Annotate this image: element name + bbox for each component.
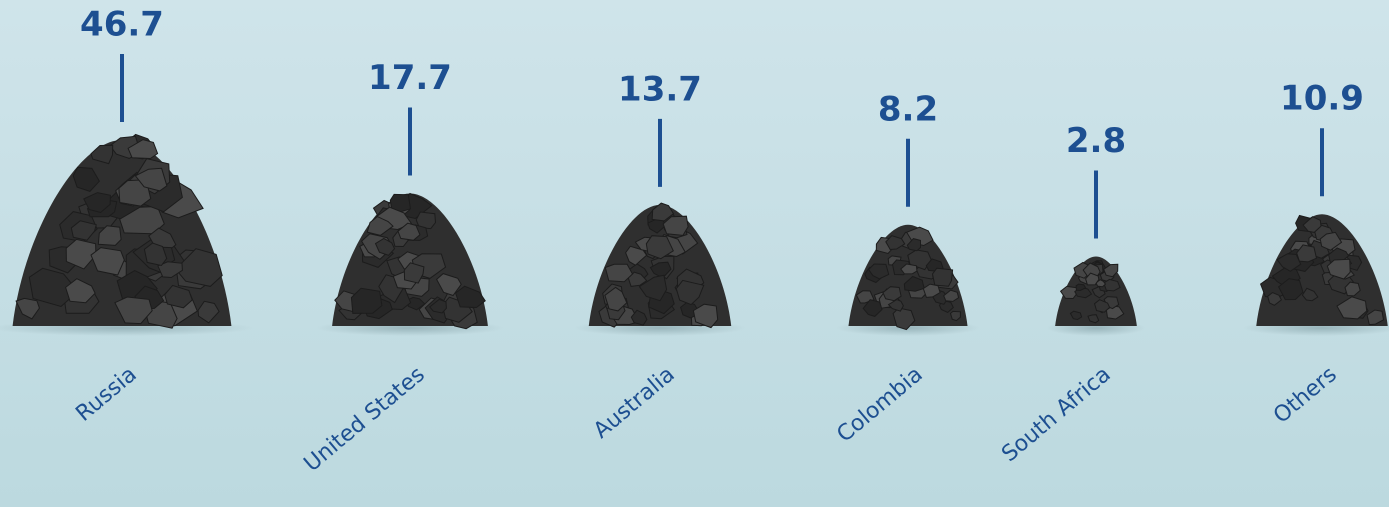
coal-rock (892, 307, 916, 331)
coal-rock (604, 286, 628, 312)
coal-rock (90, 247, 125, 276)
coal-rock (397, 222, 421, 241)
coal-rock (662, 215, 689, 236)
coal-rock (630, 309, 648, 326)
coal-rock (374, 237, 396, 256)
coal-rock (907, 249, 932, 271)
coal-rock (885, 235, 906, 251)
coal-rock (887, 299, 904, 312)
coal-rocks (334, 192, 486, 330)
coal-rock (70, 220, 97, 241)
coal-rock (1301, 287, 1319, 302)
value-label: 13.7 (618, 69, 702, 109)
coal-rock (350, 287, 383, 314)
coal-rock (83, 192, 111, 214)
coal-rock (604, 263, 634, 283)
coal-rock (651, 202, 675, 222)
coal-rock (1103, 278, 1121, 292)
coal-rock (134, 167, 168, 192)
coal-rock (1276, 253, 1302, 272)
coal-rock (931, 267, 954, 287)
coal-rock (867, 263, 890, 280)
coal-rock (638, 274, 668, 302)
coal-rock (114, 296, 153, 325)
coal-rock (1075, 283, 1087, 292)
coal-rock (1366, 309, 1385, 326)
coal-rock (65, 278, 96, 304)
coal-rocks (855, 226, 961, 331)
coal-rock (435, 273, 462, 297)
coal-rock (645, 235, 674, 260)
value-label: 2.8 (1066, 121, 1126, 161)
coal-rock (157, 261, 183, 279)
coal-rock (403, 262, 425, 284)
coal-rock (1103, 263, 1119, 278)
coal-rock (1319, 231, 1343, 251)
coal-rock (675, 279, 705, 306)
coal-rock (164, 284, 193, 309)
coal-rock (862, 299, 883, 317)
value-label: 17.7 (368, 58, 452, 98)
coal-rock (1344, 281, 1361, 297)
coal-rocks (598, 202, 719, 329)
coal-rock (1093, 299, 1111, 313)
coal-rock (1302, 216, 1322, 233)
coal-rock (906, 238, 921, 252)
coal-rock (366, 216, 394, 236)
coal-rocks (15, 133, 223, 329)
coal-rock (455, 285, 486, 309)
coal-rock (1336, 296, 1368, 320)
coal-rock (65, 238, 97, 270)
coal-rocks (1259, 214, 1385, 326)
coal-rock (72, 166, 101, 192)
coal-rock (1267, 292, 1283, 306)
value-label: 10.9 (1280, 79, 1364, 119)
coal-rock (922, 283, 941, 298)
coal-rocks (1059, 260, 1125, 324)
coal-rock (90, 144, 114, 165)
value-label: 46.7 (80, 4, 164, 44)
coal-rock (903, 275, 925, 292)
coal-rock (28, 267, 79, 308)
coal-rock (143, 242, 168, 267)
coal-rock (428, 298, 447, 314)
coal-rock (127, 139, 159, 160)
coal-rock (415, 211, 437, 230)
coal-rock (15, 297, 40, 320)
coal-rock (1326, 258, 1351, 280)
coal-rock (1277, 278, 1304, 301)
coal-rock (1085, 272, 1100, 286)
coal-rock (1087, 314, 1100, 324)
coal-rock (943, 289, 960, 302)
coal-rock (1296, 244, 1318, 263)
coal-rock (197, 300, 220, 324)
coal-rock (949, 310, 961, 322)
coal-rock (97, 225, 122, 246)
coal-rock (1069, 310, 1083, 321)
coal-rock (692, 303, 719, 329)
value-label: 8.2 (878, 89, 938, 129)
coal-rock (900, 263, 918, 275)
